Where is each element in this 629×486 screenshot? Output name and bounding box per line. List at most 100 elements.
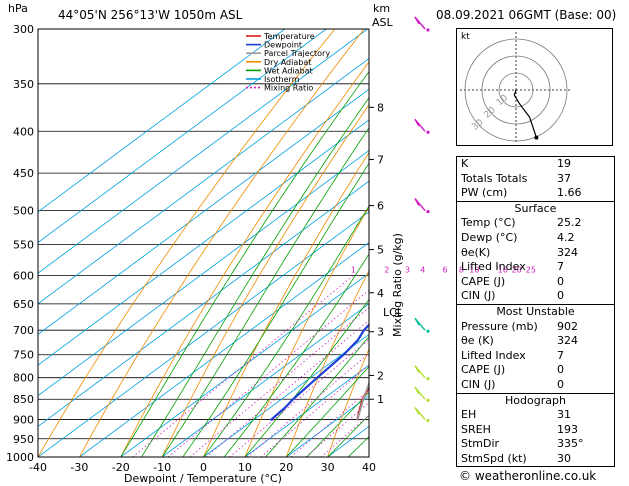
hodograph-ring xyxy=(498,72,534,108)
index-value: 193 xyxy=(557,422,578,436)
mixing-ratio-label: 8 xyxy=(459,265,464,274)
index-row: Pressure (mb) 902 xyxy=(457,320,614,335)
x-axis-label: Dewpoint / Temperature (°C) xyxy=(124,472,282,485)
mixing-ratio-label: 25 xyxy=(526,265,536,274)
mixing-ratio-axis-label: Mixing Ratio (g/kg) xyxy=(391,233,404,337)
index-row: EH 31 xyxy=(457,408,614,423)
isotherm-line xyxy=(38,119,369,366)
mixing-ratio-label: 20 xyxy=(512,265,522,274)
pressure-tick-label: 400 xyxy=(13,125,34,138)
dry-adiabat-line xyxy=(617,29,629,457)
wind-barb xyxy=(414,407,430,423)
isotherm-line xyxy=(38,58,369,305)
index-label: Pressure (mb) xyxy=(461,319,538,333)
hodograph-unit-label: kt xyxy=(461,32,470,42)
pressure-tick-label: 550 xyxy=(13,238,34,251)
dry-adiabat-line xyxy=(203,151,369,457)
pressure-tick-label: 350 xyxy=(13,78,34,91)
isotherm-line xyxy=(38,180,369,427)
background-lines xyxy=(38,29,629,457)
wind-barb xyxy=(414,365,430,381)
index-value: 4.2 xyxy=(557,230,575,244)
pressure-tick-label: 650 xyxy=(13,298,34,311)
wet-adiabat-line xyxy=(120,70,369,457)
mixing-ratio-label: 6 xyxy=(442,265,447,274)
pressure-tick-label: 750 xyxy=(13,349,34,362)
index-value: 0 xyxy=(557,274,564,288)
index-label: CIN (J) xyxy=(461,289,496,303)
index-row: CAPE (J) 0 xyxy=(457,275,614,290)
wind-barb xyxy=(414,386,430,402)
temp-tick-label: -30 xyxy=(70,461,88,474)
location-title: 44°05'N 256°13'W 1050m ASL xyxy=(58,8,243,22)
hodograph-trace xyxy=(513,89,537,138)
km-tick-label: 6 xyxy=(377,200,384,213)
index-label: θe (K) xyxy=(461,334,494,348)
isotherm-line xyxy=(38,29,368,274)
pressure-tick-label: 500 xyxy=(13,205,34,218)
axes: 1 2 3 4 6 8 10 16 20 2530035040045050055060065070… xyxy=(6,23,536,474)
index-row: StmSpd (kt) 30 xyxy=(457,452,614,467)
isotherm-line xyxy=(161,303,369,457)
index-row: Temp (°C) 25.2 xyxy=(457,216,614,231)
index-row: θe (K) 324 xyxy=(457,334,614,349)
index-row: Lifted Index 7 xyxy=(457,349,614,364)
legend-label: Dry Adiabat xyxy=(264,58,311,67)
temp-tick-label: 0 xyxy=(200,461,207,474)
temp-tick-label: -10 xyxy=(153,461,171,474)
index-row: SREH 193 xyxy=(457,423,614,438)
index-row: K 19 xyxy=(457,157,614,172)
index-label: Temp (°C) xyxy=(461,216,516,230)
mixing-ratio-label: 16 xyxy=(498,265,508,274)
dewpoint-line xyxy=(269,323,369,422)
isotherm-line xyxy=(38,29,327,243)
mixing-ratio-line xyxy=(189,306,369,457)
index-row: CAPE (J) 0 xyxy=(457,363,614,378)
index-value: 0 xyxy=(557,377,564,391)
isotherm-line xyxy=(203,333,369,457)
temp-tick-label: 10 xyxy=(238,461,252,474)
index-value: 7 xyxy=(557,348,564,362)
credit: © weatheronline.co.uk xyxy=(459,469,597,483)
index-row: CIN (J) 0 xyxy=(457,289,614,304)
pressure-tick-label: 700 xyxy=(13,324,34,337)
wet-adiabat-line xyxy=(306,391,369,457)
index-label: K xyxy=(461,157,469,170)
index-row: Dewp (°C) 4.2 xyxy=(457,231,614,246)
index-row: StmDir 335° xyxy=(457,437,614,452)
legend-label: Temperature xyxy=(263,32,315,41)
mixing-ratio-line xyxy=(320,414,369,457)
dry-adiabat-line xyxy=(79,29,365,457)
index-row: PW (cm) 1.66 xyxy=(457,186,614,201)
mixing-ratio-label: 1 xyxy=(351,265,356,274)
mixing-ratio-line xyxy=(305,401,369,457)
legend-label: Parcel Trajectory xyxy=(264,49,330,58)
mixing-ratio-label: 4 xyxy=(420,265,425,274)
index-value: 37 xyxy=(557,171,571,185)
index-value: 0 xyxy=(557,363,564,377)
pressure-tick-label: 800 xyxy=(13,372,34,385)
pressure-tick-label: 850 xyxy=(13,393,34,406)
wet-adiabat-line xyxy=(286,365,369,457)
legend-label: Dewpoint xyxy=(264,41,302,50)
index-value: 1.66 xyxy=(557,186,582,200)
pressure-tick-label: 950 xyxy=(13,433,34,446)
temp-tick-label: -20 xyxy=(112,461,130,474)
data-lines xyxy=(269,323,369,422)
temp-tick-label: 20 xyxy=(279,461,293,474)
mixing-ratio-label: 3 xyxy=(405,265,410,274)
legend-label: Mixing Ratio xyxy=(264,84,313,93)
datetime-title: 08.09.2021 06GMT (Base: 00) xyxy=(436,8,617,22)
wet-adiabat-line xyxy=(141,96,369,457)
height-unit-asl: ASL xyxy=(372,16,393,29)
index-label: CAPE (J) xyxy=(461,274,506,288)
isotherm-line xyxy=(79,241,369,457)
isotherm-line xyxy=(38,211,369,457)
wind-barbs xyxy=(414,16,430,423)
wet-adiabat-line xyxy=(203,205,369,457)
hodograph-ring xyxy=(481,55,551,125)
dry-adiabat-line xyxy=(244,206,369,457)
dry-adiabat-line xyxy=(120,61,369,457)
temp-tick-label: 30 xyxy=(321,461,335,474)
